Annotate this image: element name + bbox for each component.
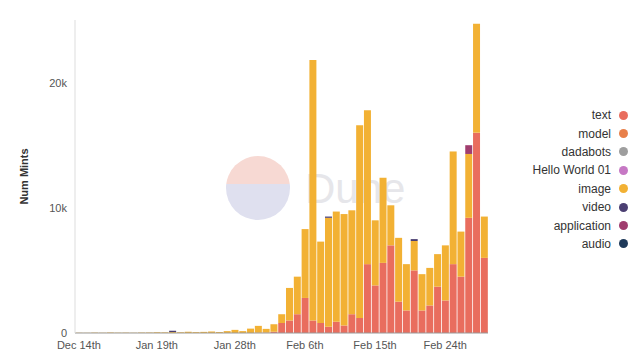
- svg-text:Feb 24th: Feb 24th: [423, 339, 466, 351]
- svg-text:Dune: Dune: [305, 165, 405, 212]
- html-text:model: model: [578, 126, 611, 141]
- html-text:Hello World 01: Hello World 01: [532, 163, 611, 178]
- svg-text:Feb 6th: Feb 6th: [286, 339, 323, 351]
- html-text:image: image: [578, 181, 611, 196]
- html-text:audio: audio: [581, 236, 611, 251]
- svg-text:Jan 28th: Jan 28th: [214, 339, 256, 351]
- svg-text:Jan 19th: Jan 19th: [136, 339, 178, 351]
- svg-text:Dec 14th: Dec 14th: [57, 339, 101, 351]
- svg-text:10k: 10k: [49, 202, 67, 214]
- svg-text:0: 0: [61, 327, 67, 339]
- svg-text:20k: 20k: [49, 77, 67, 89]
- html-text:video: video: [582, 200, 611, 215]
- svg-text:Num Mints: Num Mints: [18, 148, 30, 204]
- svg-text:Feb 15th: Feb 15th: [353, 339, 396, 351]
- html-text:dadabots: dadabots: [561, 145, 611, 159]
- html-text:application: application: [553, 218, 611, 233]
- html-text:text: text: [591, 108, 611, 123]
